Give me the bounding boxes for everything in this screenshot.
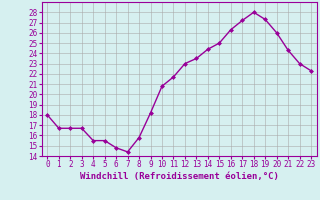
X-axis label: Windchill (Refroidissement éolien,°C): Windchill (Refroidissement éolien,°C) — [80, 172, 279, 181]
